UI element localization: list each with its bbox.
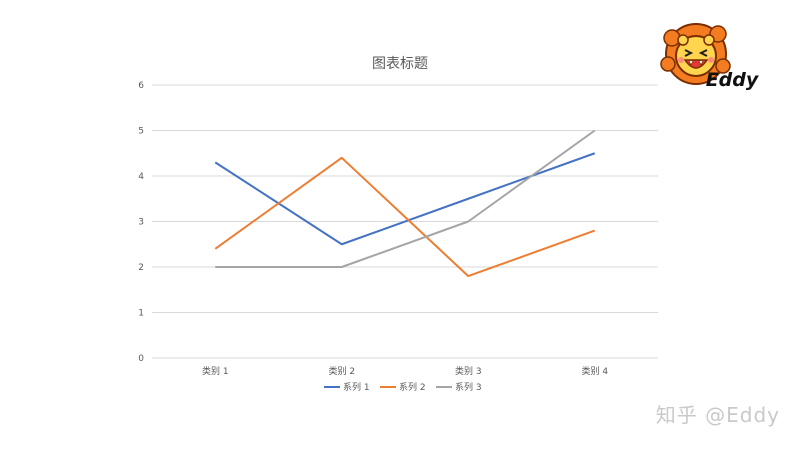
x-axis-ticks: 类别 1 类别 2 类别 3 类别 4 [202, 365, 608, 377]
y-tick-label: 4 [138, 172, 144, 182]
series-line-2 [214, 156, 596, 278]
legend-label: 系列 3 [455, 381, 482, 393]
legend: 系列 1 系列 2 系列 3 [324, 381, 482, 393]
series-line-1 [214, 152, 596, 246]
y-tick-label: 2 [138, 263, 144, 273]
y-tick-label: 5 [138, 127, 144, 137]
chart-title: 图表标题 [372, 56, 428, 72]
y-tick-label: 1 [138, 309, 144, 319]
x-tick-label: 类别 3 [455, 365, 482, 377]
x-tick-label: 类别 2 [328, 365, 355, 377]
legend-label: 系列 2 [399, 381, 426, 393]
y-tick-label: 3 [138, 218, 144, 228]
lion-icon: Eddy [660, 23, 760, 91]
series-lines [214, 129, 596, 278]
x-tick-label: 类别 4 [581, 365, 608, 377]
legend-label: 系列 1 [343, 381, 370, 393]
y-tick-label: 6 [138, 81, 144, 91]
y-axis-ticks: 0 1 2 3 4 5 6 [138, 81, 144, 364]
y-tick-label: 0 [138, 354, 144, 364]
watermark: 知乎 @Eddy [655, 403, 780, 427]
series-line-3 [215, 129, 596, 268]
x-tick-label: 类别 1 [202, 365, 229, 377]
logo-text: Eddy [706, 69, 760, 91]
